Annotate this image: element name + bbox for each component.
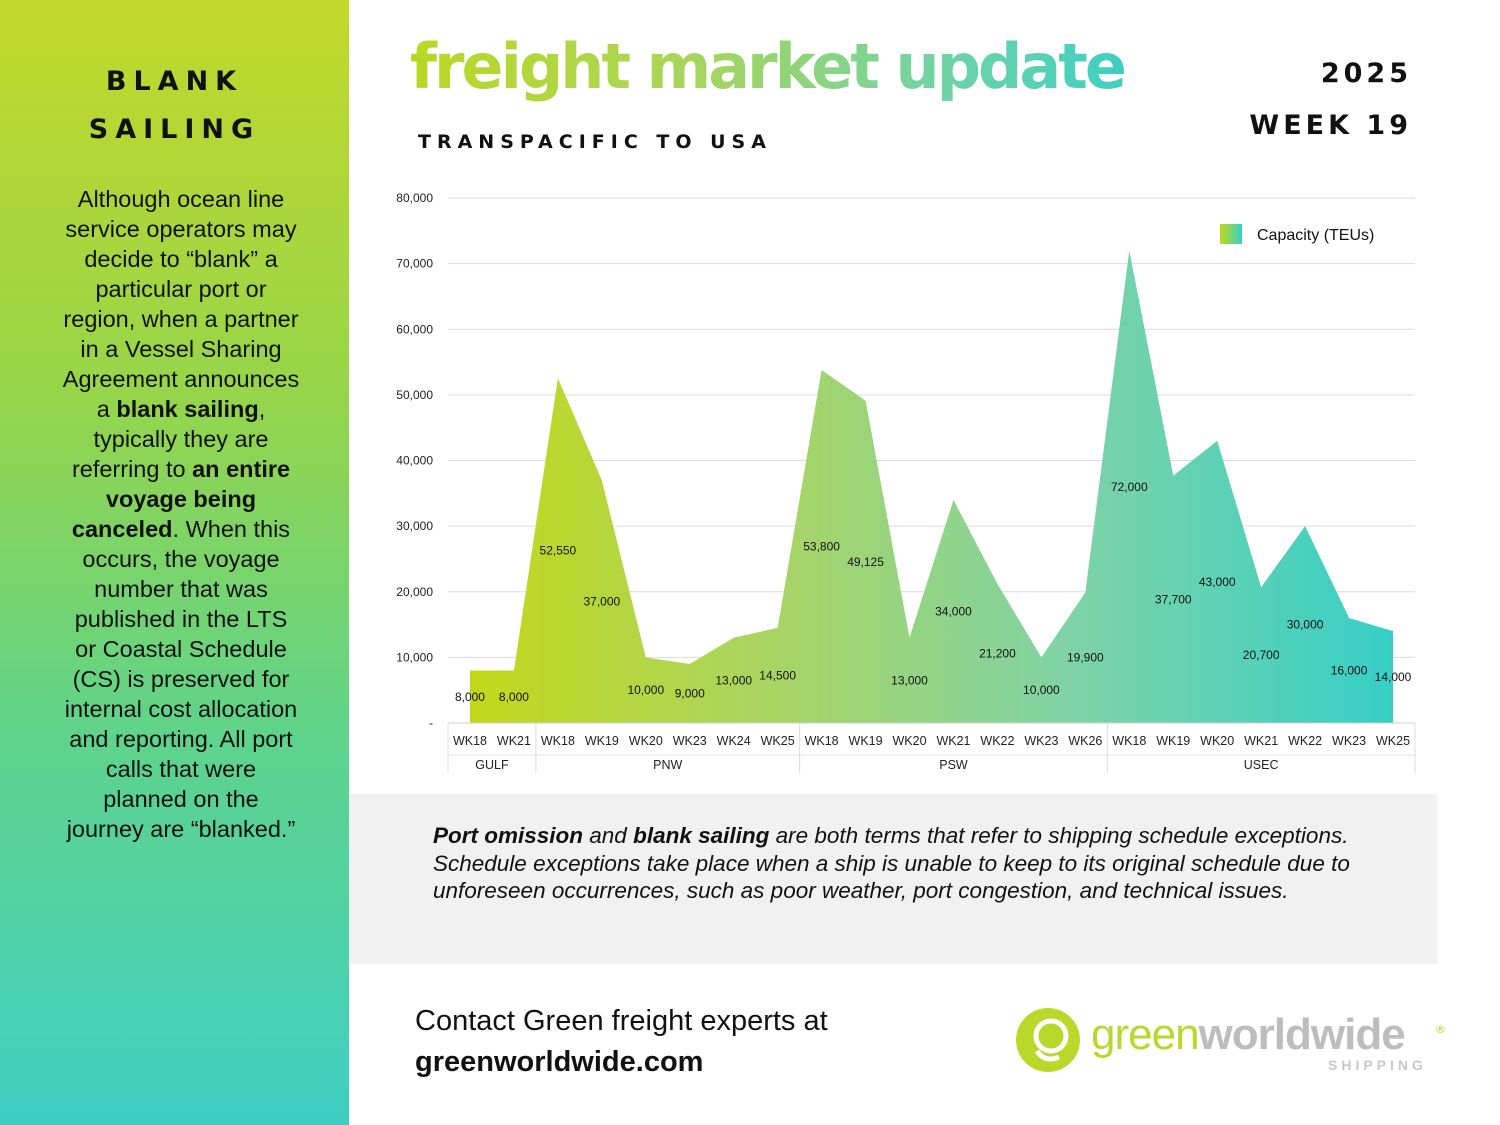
sidebar-bold-2: an entire voyage being canceled <box>71 456 291 542</box>
capacity-area <box>469 250 1394 723</box>
logo-green-text: green <box>1091 1010 1200 1059</box>
data-label: 34,000 <box>935 604 972 618</box>
x-group-label: GULF <box>475 758 509 772</box>
data-label: 8,000 <box>499 690 529 704</box>
y-tick-label: 30,000 <box>396 519 433 533</box>
contact-text: Contact Green freight experts at <box>415 1005 828 1037</box>
y-tick-label: - <box>429 716 433 730</box>
logo-registered: ® <box>1435 1023 1446 1036</box>
data-labels: 8,000 8,000 52,550 37,000 10,000 9,000 13,000 1… <box>455 480 1412 704</box>
capacity-chart: - 10,000 20,000 30,000 40,000 50,000 60,000 70,… <box>396 191 1416 773</box>
data-label: 21,200 <box>979 646 1016 660</box>
sidebar-text-1: Although ocean line service operators ma… <box>62 186 300 422</box>
sidebar-text-2: , typically they are referring to <box>71 396 269 482</box>
data-label: 52,550 <box>540 544 577 558</box>
logo-worldwide-text: worldwide <box>1198 1010 1406 1059</box>
x-tick-label: WK21 <box>936 734 970 748</box>
x-group-label: USEC <box>1244 758 1279 772</box>
info-text: Port omission and blank sailing are both… <box>433 822 1373 905</box>
company-logo: greenworldwide ® SHIPPING <box>1015 1005 1455 1080</box>
sidebar-title-line2: SAILING <box>88 114 261 145</box>
x-tick-label: WK19 <box>849 734 883 748</box>
logo-wordmark: greenworldwide <box>1091 1007 1406 1063</box>
info-text-1: and <box>583 823 634 848</box>
data-label: 13,000 <box>891 673 928 687</box>
data-label: 49,125 <box>847 555 884 569</box>
data-label: 10,000 <box>1023 683 1060 697</box>
x-tick-label: WK25 <box>761 734 795 748</box>
x-tick-label: WK25 <box>1376 734 1410 748</box>
x-tick-label: WK19 <box>1156 734 1190 748</box>
data-label: 9,000 <box>675 686 705 700</box>
x-tick-label: WK18 <box>1112 734 1146 748</box>
data-label: 10,000 <box>627 683 664 697</box>
x-tick-label: WK21 <box>497 734 531 748</box>
data-label: 37,000 <box>583 595 620 609</box>
data-label: 30,000 <box>1287 618 1324 632</box>
y-tick-label: 80,000 <box>396 191 433 205</box>
y-tick-label: 70,000 <box>396 257 433 271</box>
x-tick-label: WK24 <box>717 734 751 748</box>
page-title: freight market update <box>410 22 1127 112</box>
info-bold-2: blank sailing <box>633 823 770 848</box>
data-label: 19,900 <box>1067 651 1104 665</box>
info-text-2: are both terms that refer to shipping sc… <box>433 823 1350 903</box>
sidebar-title-line1: BLANK <box>105 66 244 97</box>
data-label: 8,000 <box>455 690 485 704</box>
contact-url[interactable]: greenworldwide.com <box>415 1046 704 1078</box>
legend-swatch <box>1220 224 1242 244</box>
logo-mark-icon <box>1016 1008 1080 1072</box>
data-label: 16,000 <box>1331 664 1368 678</box>
x-tick-label: WK20 <box>892 734 926 748</box>
area-series <box>469 250 1394 723</box>
x-group-label: PSW <box>939 758 968 772</box>
logo-shipping-text: SHIPPING <box>1328 1057 1427 1073</box>
data-label: 13,000 <box>715 673 752 687</box>
data-label: 72,000 <box>1111 480 1148 494</box>
sidebar-title: BLANK SAILING <box>0 58 349 154</box>
x-tick-label: WK26 <box>1068 734 1102 748</box>
x-axis: WK18 WK21 WK18 WK19 WK20 WK23 WK24 WK25 WK18 WK19… <box>447 722 1416 773</box>
x-tick-label: WK20 <box>1200 734 1234 748</box>
sidebar-bold-1: blank sailing <box>116 396 259 422</box>
year-label: 2025 <box>1320 58 1412 89</box>
y-tick-label: 20,000 <box>396 585 433 599</box>
data-label: 14,500 <box>759 668 796 682</box>
y-tick-label: 40,000 <box>396 454 433 468</box>
x-group-label: PNW <box>653 758 682 772</box>
y-tick-label: 10,000 <box>396 650 433 664</box>
page-subtitle: TRANSPACIFIC TO USA <box>418 131 772 153</box>
week-label: WEEK 19 <box>1249 110 1412 141</box>
legend-label: Capacity (TEUs) <box>1257 227 1374 244</box>
x-tick-label: WK18 <box>805 734 839 748</box>
data-label: 43,000 <box>1199 575 1236 589</box>
info-box: Port omission and blank sailing are both… <box>349 794 1437 964</box>
x-tick-label: WK22 <box>980 734 1014 748</box>
legend: Capacity (TEUs) <box>1220 224 1374 244</box>
x-tick-label: WK19 <box>585 734 619 748</box>
x-tick-label: WK21 <box>1244 734 1278 748</box>
x-tick-label: WK20 <box>629 734 663 748</box>
x-tick-label: WK18 <box>453 734 487 748</box>
x-tick-label: WK23 <box>673 734 707 748</box>
info-bold-1: Port omission <box>433 823 584 848</box>
x-tick-label: WK23 <box>1024 734 1058 748</box>
data-label: 53,800 <box>803 539 840 553</box>
sidebar-text-3: . When this occurs, the voyage number th… <box>64 516 298 842</box>
x-tick-label: WK23 <box>1332 734 1366 748</box>
y-tick-label: 50,000 <box>396 388 433 402</box>
sidebar-body: Although ocean line service operators ma… <box>62 184 300 844</box>
data-label: 20,700 <box>1243 648 1280 662</box>
x-tick-label: WK22 <box>1288 734 1322 748</box>
y-tick-label: 60,000 <box>396 322 433 336</box>
x-tick-label: WK18 <box>541 734 575 748</box>
data-label: 14,000 <box>1375 670 1412 684</box>
data-label: 37,700 <box>1155 592 1192 606</box>
y-axis-ticks: - 10,000 20,000 30,000 40,000 50,000 60,000 70,… <box>396 191 433 730</box>
sidebar: BLANK SAILING Although ocean line servic… <box>0 0 349 1125</box>
